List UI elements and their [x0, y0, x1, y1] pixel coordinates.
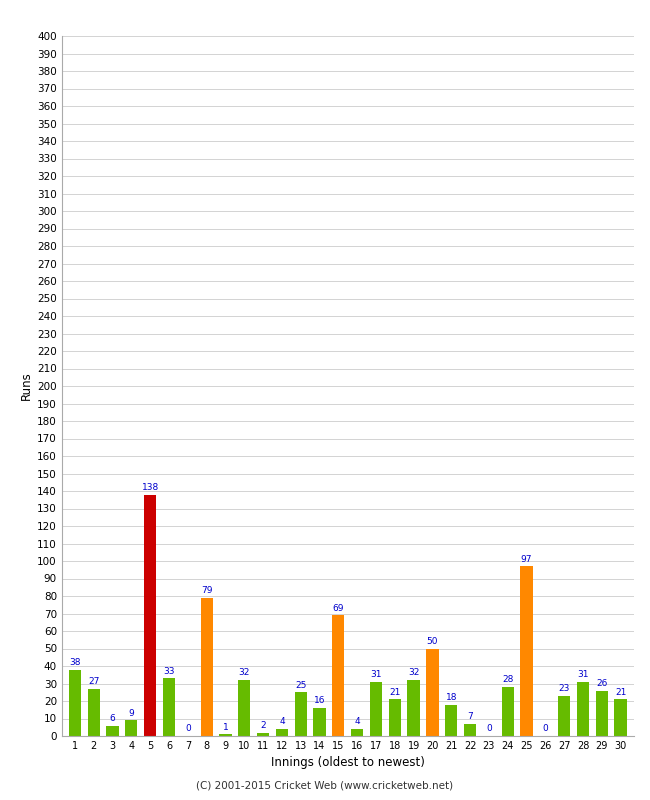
Text: 38: 38 — [69, 658, 81, 667]
Bar — [200, 598, 213, 736]
Text: 0: 0 — [543, 724, 548, 734]
Bar — [445, 705, 458, 736]
Text: 7: 7 — [467, 712, 473, 721]
Bar — [313, 708, 326, 736]
Bar — [614, 699, 627, 736]
Text: 0: 0 — [185, 724, 190, 734]
Text: 138: 138 — [142, 483, 159, 492]
Text: 4: 4 — [279, 718, 285, 726]
Text: (C) 2001-2015 Cricket Web (www.cricketweb.net): (C) 2001-2015 Cricket Web (www.cricketwe… — [196, 781, 454, 790]
Bar — [107, 726, 119, 736]
Text: 25: 25 — [295, 681, 306, 690]
Bar — [370, 682, 382, 736]
Text: 32: 32 — [408, 668, 419, 678]
Text: 2: 2 — [260, 721, 266, 730]
Bar — [257, 733, 269, 736]
Bar — [276, 729, 288, 736]
Bar — [163, 678, 175, 736]
Bar — [577, 682, 589, 736]
Bar — [351, 729, 363, 736]
Text: 6: 6 — [110, 714, 116, 723]
Text: 1: 1 — [222, 722, 228, 732]
Text: 32: 32 — [239, 668, 250, 678]
Bar — [69, 670, 81, 736]
Bar — [294, 692, 307, 736]
Text: 31: 31 — [370, 670, 382, 679]
Text: 4: 4 — [354, 718, 360, 726]
X-axis label: Innings (oldest to newest): Innings (oldest to newest) — [271, 757, 424, 770]
Bar — [125, 720, 138, 736]
Bar — [238, 680, 250, 736]
Bar — [332, 615, 345, 736]
Text: 16: 16 — [314, 696, 325, 706]
Text: 79: 79 — [201, 586, 213, 595]
Text: 23: 23 — [558, 684, 570, 693]
Text: 0: 0 — [486, 724, 492, 734]
Text: 21: 21 — [615, 688, 626, 697]
Bar — [426, 649, 439, 736]
Bar — [521, 566, 532, 736]
Y-axis label: Runs: Runs — [20, 372, 33, 400]
Bar — [558, 696, 570, 736]
Text: 31: 31 — [577, 670, 589, 679]
Bar — [502, 687, 514, 736]
Text: 28: 28 — [502, 675, 514, 684]
Text: 33: 33 — [163, 666, 175, 676]
Bar — [88, 689, 100, 736]
Text: 18: 18 — [445, 693, 457, 702]
Text: 27: 27 — [88, 677, 99, 686]
Bar — [389, 699, 401, 736]
Text: 50: 50 — [426, 637, 438, 646]
Bar — [144, 494, 156, 736]
Bar — [464, 724, 476, 736]
Text: 97: 97 — [521, 554, 532, 564]
Text: 26: 26 — [596, 679, 608, 688]
Bar — [595, 690, 608, 736]
Text: 21: 21 — [389, 688, 400, 697]
Text: 69: 69 — [333, 604, 344, 613]
Text: 9: 9 — [129, 709, 135, 718]
Bar — [219, 734, 231, 736]
Bar — [408, 680, 420, 736]
